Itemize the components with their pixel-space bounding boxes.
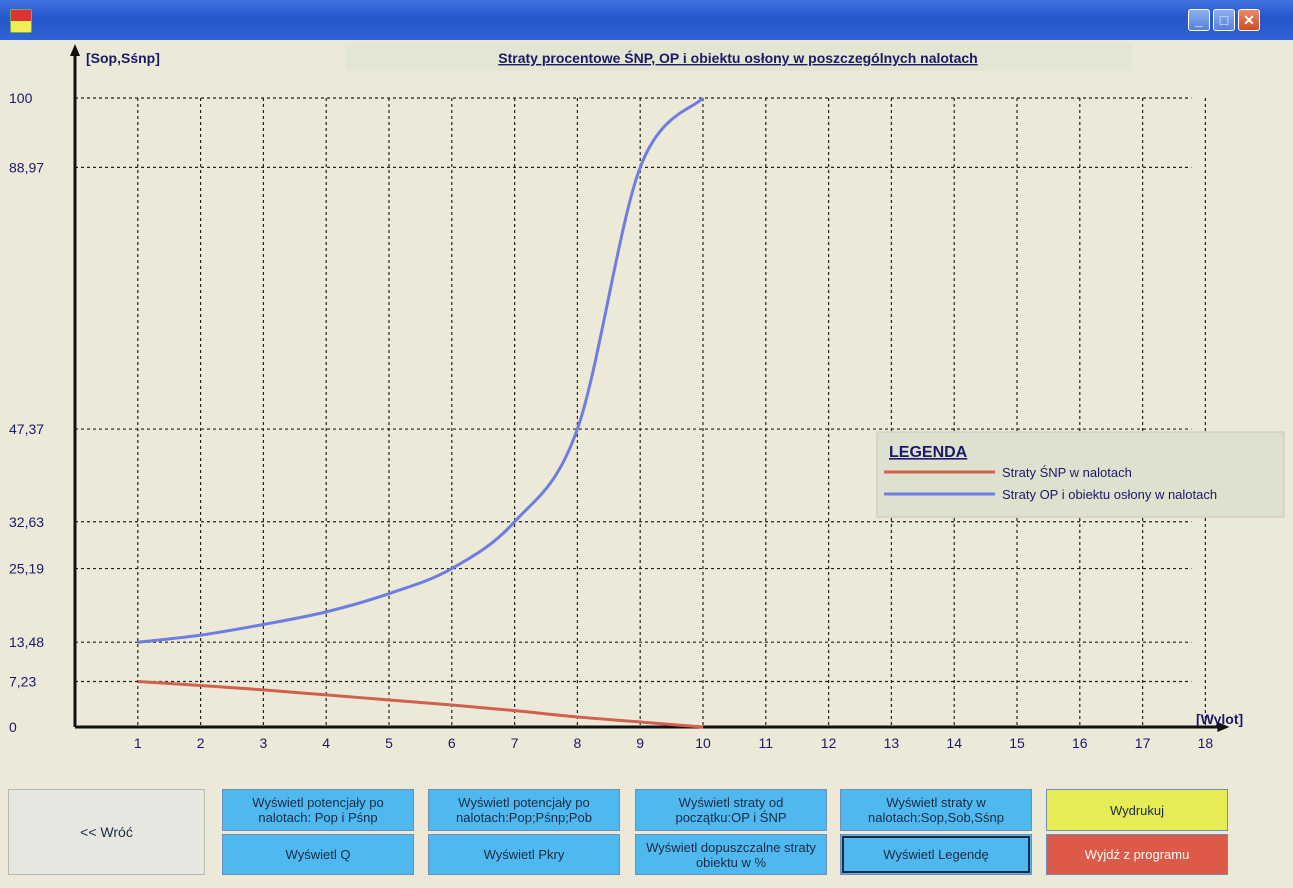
- show-legend-button[interactable]: Wyświetl Legendę: [840, 834, 1032, 875]
- x-tick-label: 2: [197, 735, 205, 751]
- x-tick-label: 12: [821, 735, 837, 751]
- show-q-button[interactable]: Wyświetl Q: [222, 834, 414, 875]
- y-tick-label: 88,97: [9, 159, 44, 175]
- legend-label-2: Straty OP i obiektu osłony w nalotach: [1002, 487, 1217, 502]
- back-button[interactable]: << Wróć: [8, 789, 205, 875]
- series-line-2: [137, 96, 705, 644]
- grid: [75, 97, 1207, 727]
- show-allowed-losses-button[interactable]: Wyświetl dopuszczalne straty obiektu w %: [635, 834, 827, 875]
- y-tick-label: 0: [9, 719, 17, 735]
- x-tick-label: 13: [884, 735, 900, 751]
- app-icon[interactable]: [10, 9, 32, 33]
- legend-title: LEGENDA: [889, 444, 968, 461]
- legend-box: [876, 431, 1285, 518]
- x-tick-label: 11: [759, 735, 774, 751]
- series-lines: [137, 96, 705, 729]
- y-tick-label: 32,63: [9, 514, 44, 530]
- x-tick-label: 10: [695, 735, 711, 751]
- x-tick-label: 15: [1009, 735, 1025, 751]
- y-tick-label: 7,23: [9, 674, 36, 690]
- maximize-icon: □: [1219, 12, 1229, 28]
- x-tick-label: 16: [1072, 735, 1088, 751]
- y-axis-label: [Sop,Sśnp]: [86, 50, 160, 66]
- print-button[interactable]: Wydrukuj: [1046, 789, 1228, 831]
- x-tick-label: 5: [385, 735, 393, 751]
- x-tick-label: 7: [511, 735, 519, 751]
- x-axis-arrow: [1217, 722, 1230, 732]
- chart-title-bg: [345, 43, 1132, 71]
- show-pkry-button[interactable]: Wyświetl Pkry: [428, 834, 620, 875]
- minimize-icon: _: [1195, 12, 1203, 28]
- x-axis-label: [Wylot]: [1196, 711, 1243, 727]
- series-line-1: [137, 680, 704, 729]
- x-tick-label: 9: [636, 735, 644, 751]
- y-tick-label: 13,48: [9, 634, 44, 650]
- y-axis-arrow: [70, 44, 80, 56]
- minimize-button[interactable]: _: [1188, 9, 1210, 31]
- x-tick-label: 8: [574, 735, 582, 751]
- exit-button[interactable]: Wyjdź z programu: [1046, 834, 1228, 875]
- show-losses-in-raids-button[interactable]: Wyświetl straty w nalotach:Sop,Sob,Sśnp: [840, 789, 1032, 831]
- chart-title: Straty procentowe ŚNP, OP i obiektu osło…: [498, 49, 977, 66]
- y-tick-label: 47,37: [9, 421, 44, 437]
- x-tick-label: 14: [946, 735, 962, 751]
- show-potentials-pop-psnp-button[interactable]: Wyświetl potencjały po nalotach: Pop i P…: [222, 789, 414, 831]
- x-tick-label: 17: [1135, 735, 1151, 751]
- x-tick-label: 1: [134, 735, 142, 751]
- legend-label-1: Straty ŚNP w nalotach: [1002, 465, 1132, 480]
- x-tick-label: 18: [1198, 735, 1214, 751]
- y-tick-label: 100: [9, 90, 33, 106]
- chart: Straty procentowe ŚNP, OP i obiektu osło…: [9, 43, 1285, 751]
- close-icon: ✕: [1243, 11, 1255, 28]
- close-button[interactable]: ✕: [1238, 9, 1260, 31]
- x-tick-label: 6: [448, 735, 456, 751]
- legend: LEGENDA Straty ŚNP w nalotach Straty OP i…: [876, 431, 1285, 518]
- x-tick-label: 3: [260, 735, 268, 751]
- show-potentials-pop-psnp-pob-button[interactable]: Wyświetl potencjały po nalotach:Pop;Pśnp…: [428, 789, 620, 831]
- y-tick-label: 25,19: [9, 561, 44, 577]
- title-bar: _ □ ✕: [0, 0, 1293, 40]
- maximize-button[interactable]: □: [1213, 9, 1235, 31]
- show-losses-from-start-button[interactable]: Wyświetl straty od początku:OP i ŚNP: [635, 789, 827, 831]
- axes: [70, 44, 1230, 732]
- x-tick-label: 4: [322, 735, 330, 751]
